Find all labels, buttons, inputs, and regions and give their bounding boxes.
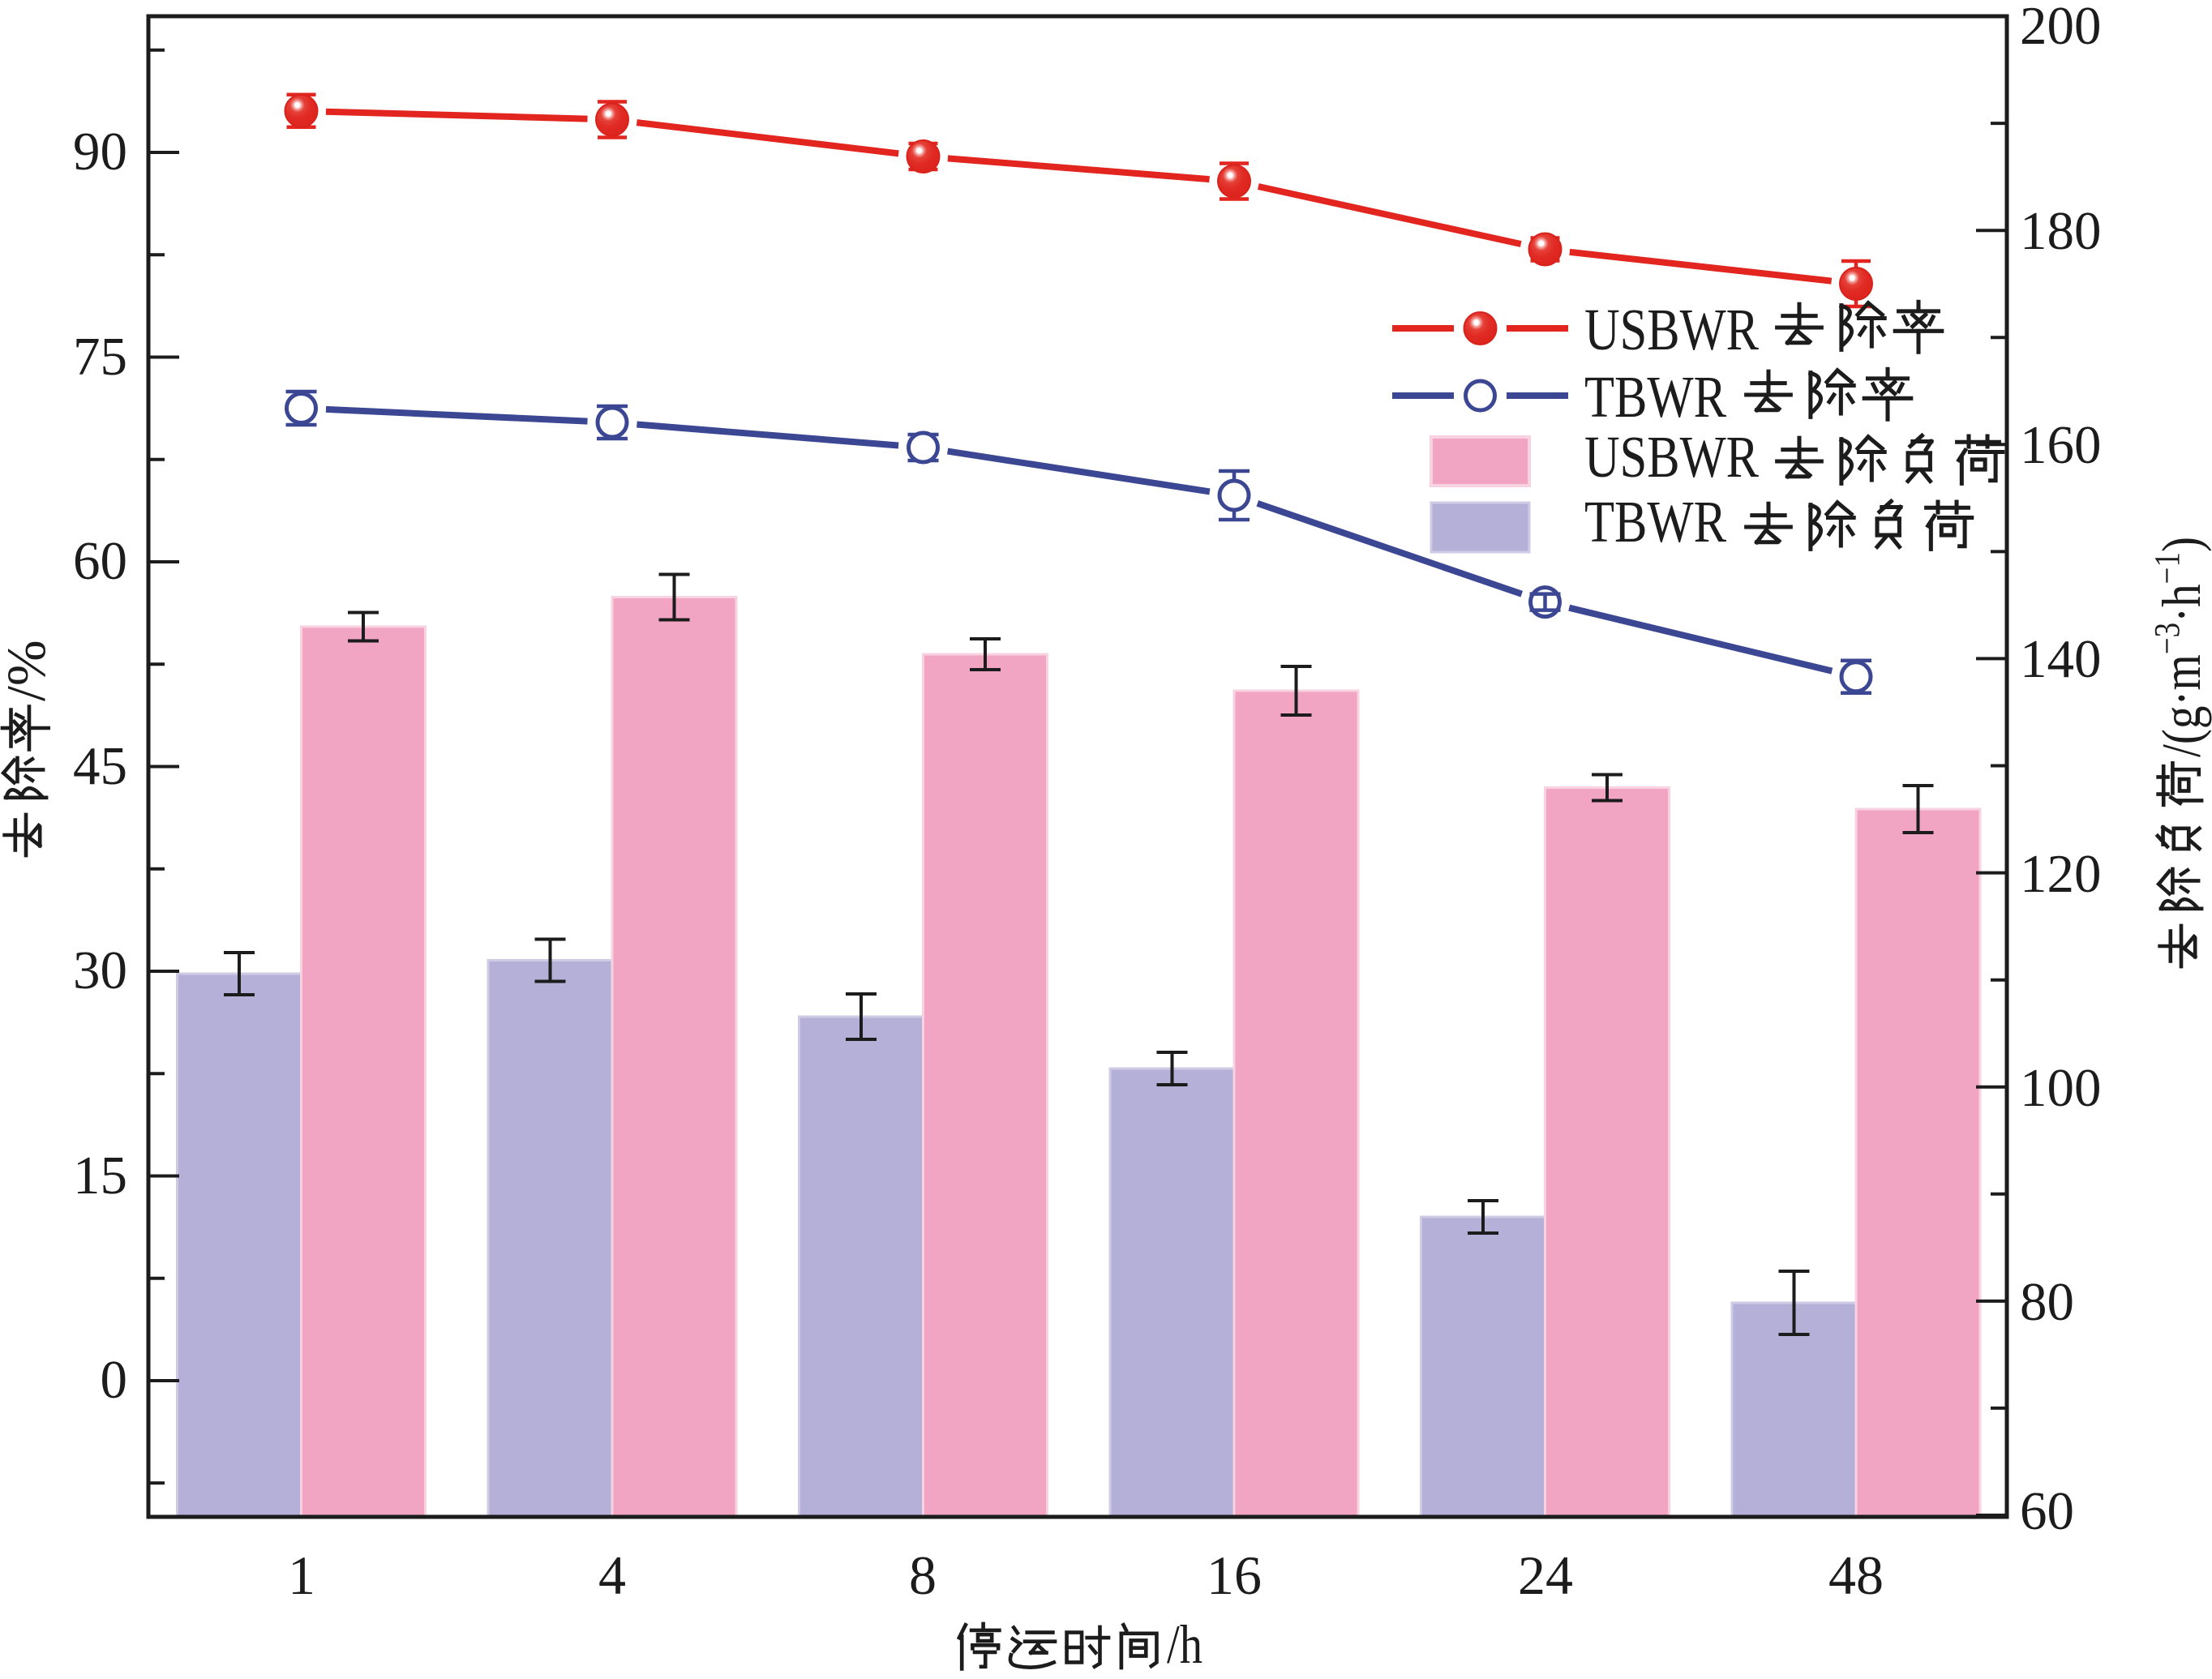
svg-text:1: 1 — [288, 1544, 315, 1606]
svg-text:24: 24 — [1518, 1544, 1573, 1606]
svg-text:TBWR: TBWR — [1584, 489, 1726, 555]
svg-text:180: 180 — [2020, 201, 2102, 261]
svg-text:USBWR: USBWR — [1584, 424, 1759, 490]
svg-text:200: 200 — [2020, 0, 2102, 56]
svg-text:0: 0 — [101, 1350, 128, 1410]
svg-text:4: 4 — [598, 1544, 626, 1606]
svg-text:48: 48 — [1828, 1544, 1884, 1606]
svg-text:80: 80 — [2020, 1272, 2074, 1332]
svg-text:160: 160 — [2020, 415, 2102, 475]
svg-text:TBWR: TBWR — [1584, 364, 1726, 430]
svg-text:120: 120 — [2020, 844, 2102, 904]
svg-text:90: 90 — [73, 122, 127, 182]
svg-text:/%: /% — [0, 640, 57, 701]
svg-text:/h: /h — [1167, 1613, 1202, 1675]
svg-text:140: 140 — [2020, 629, 2102, 689]
svg-text:8: 8 — [909, 1544, 937, 1606]
svg-text:15: 15 — [73, 1146, 127, 1206]
svg-text:16: 16 — [1207, 1544, 1262, 1606]
svg-text:USBWR: USBWR — [1584, 297, 1759, 362]
svg-text:30: 30 — [73, 940, 127, 1000]
svg-text:60: 60 — [2020, 1481, 2074, 1541]
svg-text:45: 45 — [73, 736, 127, 796]
svg-text:60: 60 — [73, 531, 127, 591]
svg-text:100: 100 — [2020, 1058, 2102, 1118]
svg-text:75: 75 — [73, 327, 127, 387]
